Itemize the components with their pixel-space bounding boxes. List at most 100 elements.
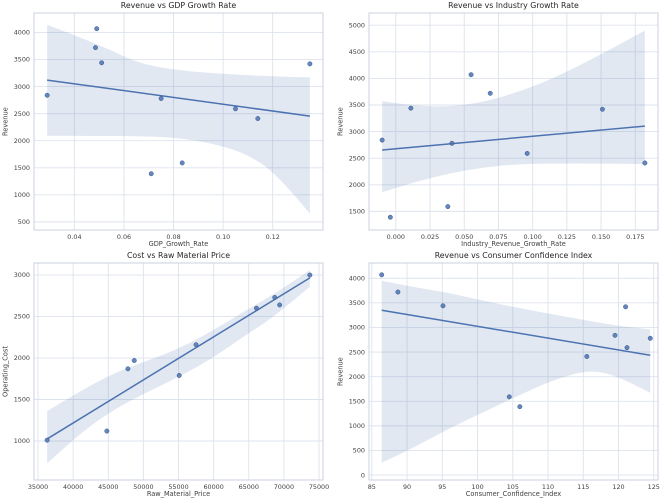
data-point	[255, 116, 261, 121]
data-point	[445, 204, 451, 210]
data-point	[647, 335, 653, 341]
data-point	[104, 428, 110, 434]
plot-area	[34, 13, 323, 230]
regression-line	[47, 79, 310, 117]
data-point	[94, 26, 100, 32]
y-tick-label: 1000	[349, 422, 365, 430]
x-tick-label: 50000	[133, 483, 153, 491]
data-point	[487, 90, 493, 96]
y-tick-label: 4000	[349, 75, 365, 83]
x-tick-label: 45000	[98, 483, 118, 491]
regression-line	[46, 277, 311, 440]
data-point	[584, 354, 590, 359]
confidence-band	[381, 280, 651, 463]
data-point	[254, 305, 259, 311]
y-tick-label: 500	[353, 447, 365, 455]
data-point	[408, 105, 414, 111]
x-tick-label: 120	[612, 483, 624, 491]
y-tick-label: 2000	[14, 137, 30, 145]
y-tick-label: 4000	[349, 274, 365, 282]
data-point	[44, 437, 50, 443]
scatter-plot-revenue-gdp: 0.04 0.06 0.08 0.10 0.12 500 1000 1500 2000 2500 3…	[14, 12, 324, 241]
y-tick-label: 2500	[349, 154, 365, 162]
data-point	[612, 332, 618, 338]
x-tick-label: 100	[471, 483, 483, 491]
y-tick-label: 3000	[349, 324, 365, 332]
y-axis-label: Revenue	[336, 357, 345, 386]
x-axis-label: Raw_Material_Price	[146, 490, 211, 498]
y-tick-label: 3000	[14, 271, 30, 279]
y-tick-label: 1500	[349, 208, 365, 216]
subplot-revenue-vs-industry-growth: Revenue vs Industry Growth Rate 0.000 0.0…	[335, 0, 669, 250]
x-tick-label: 0.175	[626, 233, 644, 241]
x-tick-label: 125	[648, 483, 660, 491]
x-tick-label: 0.050	[455, 233, 473, 241]
x-tick-label: 0.125	[558, 233, 576, 241]
y-tick-label: 1000	[14, 191, 30, 199]
x-tick-label: 90	[403, 483, 411, 491]
data-point	[468, 72, 474, 78]
y-tick-label: 4000	[14, 29, 30, 37]
y-tick-label: 3000	[14, 83, 30, 91]
y-tick-label: 4500	[349, 48, 365, 56]
x-tick-label: 75000	[309, 483, 329, 491]
x-tick-label: 0.10	[216, 233, 230, 241]
y-axis-label: Operating_Cost	[1, 346, 10, 397]
data-point	[176, 372, 182, 378]
chart-title: Revenue vs Industry Growth Rate	[448, 1, 579, 10]
x-tick-label: 40000	[63, 483, 83, 491]
plot-area	[369, 13, 658, 230]
scatter-plot-cost-raw-material: 35000 40000 45000 50000 55000 60000 65000 70000…	[14, 262, 329, 491]
regression-line	[381, 309, 651, 357]
y-tick-label: 1500	[14, 164, 30, 172]
plot-border	[33, 262, 324, 481]
x-tick-label: 0.04	[67, 233, 81, 241]
y-tick-label: 2000	[349, 181, 365, 189]
data-point	[440, 303, 446, 309]
y-tick-label: 3000	[349, 128, 365, 136]
data-point	[125, 366, 131, 372]
data-point	[131, 358, 137, 363]
x-tick-label: 0.075	[489, 233, 507, 241]
data-point	[379, 272, 385, 278]
data-point	[99, 60, 105, 66]
subplot-revenue-vs-consumer-confidence: Revenue vs Consumer Confidence Index 85 9…	[335, 250, 669, 500]
data-point	[277, 302, 283, 308]
regression-line	[382, 125, 645, 151]
data-point	[44, 92, 50, 98]
data-point	[623, 304, 629, 310]
data-point	[387, 214, 393, 220]
x-tick-label: 35000	[28, 483, 48, 491]
data-point	[233, 106, 238, 112]
data-point	[379, 137, 385, 143]
x-axis-label: Industry_Revenue_Growth_Rate	[461, 240, 566, 248]
chart-title: Cost vs Raw Material Price	[126, 251, 231, 260]
data-point	[179, 160, 185, 166]
x-tick-label: 0.08	[166, 233, 180, 241]
x-tick-label: 0.100	[524, 233, 542, 241]
data-point	[395, 289, 401, 295]
x-tick-label: 0.12	[266, 233, 280, 241]
data-point	[307, 272, 313, 278]
x-tick-label: 105	[507, 483, 519, 491]
x-tick-label: 85	[368, 483, 376, 491]
plot-border	[33, 12, 324, 231]
data-point	[148, 171, 154, 177]
subplot-revenue-vs-gdp-growth: Revenue vs GDP Growth Rate 0.04 0.06 0.08 0…	[0, 0, 335, 250]
x-tick-label: 0.06	[117, 233, 131, 241]
plot-area	[369, 263, 658, 480]
y-axis-label: Revenue	[1, 107, 10, 136]
y-axis-label: Revenue	[336, 107, 345, 136]
y-tick-label: 1500	[349, 397, 365, 405]
y-tick-label: 500	[18, 218, 30, 226]
data-point	[158, 96, 164, 101]
x-axis-label: Consumer_Confidence_Index	[465, 490, 562, 498]
x-tick-label: 0.025	[421, 233, 439, 241]
x-tick-label: 0.000	[387, 233, 405, 241]
data-point	[449, 140, 455, 146]
plot-border	[368, 12, 659, 231]
y-tick-label: 2000	[349, 373, 365, 381]
y-tick-label: 1000	[14, 437, 30, 445]
data-point	[307, 61, 313, 67]
